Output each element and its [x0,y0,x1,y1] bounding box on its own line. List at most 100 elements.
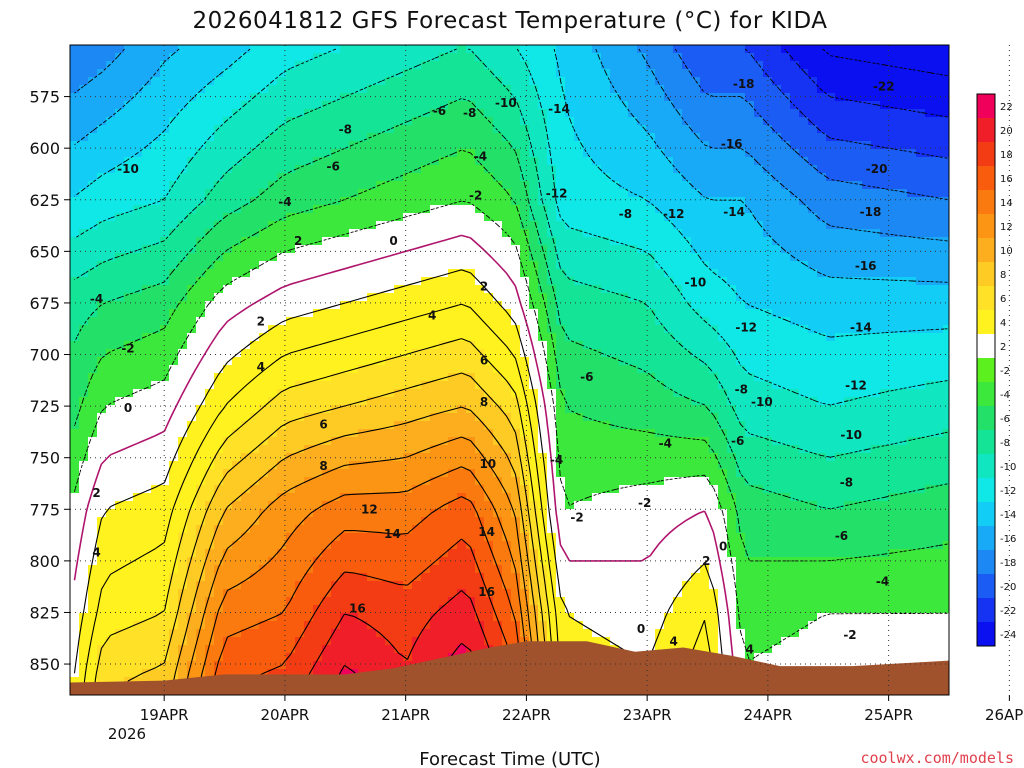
temperature-cell [223,77,233,86]
temperature-cell [331,445,341,454]
temperature-cell [475,45,485,54]
temperature-cell [502,525,512,534]
temperature-cell [574,149,584,158]
temperature-cell [385,501,395,510]
temperature-cell [106,629,116,638]
temperature-cell [466,197,476,206]
temperature-cell [232,93,242,102]
temperature-cell [223,293,233,302]
temperature-cell [106,269,116,278]
temperature-cell [439,85,449,94]
temperature-cell [358,509,368,518]
temperature-cell [502,541,512,550]
temperature-cell [565,397,575,406]
temperature-cell [70,157,80,166]
temperature-cell [385,237,395,246]
temperature-cell [340,597,350,606]
temperature-cell [394,309,404,318]
temperature-cell [457,77,467,86]
temperature-cell [196,565,206,574]
temperature-cell [394,397,404,406]
temperature-cell [574,437,584,446]
temperature-cell [241,645,251,654]
temperature-cell [88,237,98,246]
temperature-cell [133,485,143,494]
temperature-cell [583,629,593,638]
temperature-cell [106,605,116,614]
temperature-cell [70,181,80,190]
temperature-cell [349,45,359,54]
temperature-cell [439,285,449,294]
temperature-cell [250,429,260,438]
temperature-cell [214,309,224,318]
temperature-cell [88,437,98,446]
temperature-cell [241,317,251,326]
temperature-cell [241,517,251,526]
temperature-cell [268,437,278,446]
temperature-cell [151,133,161,142]
temperature-cell [142,581,152,590]
temperature-cell [538,173,548,182]
temperature-cell [385,493,395,502]
temperature-cell [277,277,287,286]
temperature-cell [358,645,368,654]
temperature-cell [97,301,107,310]
temperature-cell [88,317,98,326]
temperature-cell [574,597,584,606]
temperature-cell [475,485,485,494]
temperature-cell [79,493,89,502]
temperature-cell [331,421,341,430]
temperature-cell [385,429,395,438]
temperature-cell [376,277,386,286]
temperature-cell [250,205,260,214]
temperature-cell [268,117,278,126]
temperature-cell [466,53,476,62]
temperature-cell [79,501,89,510]
temperature-cell [205,277,215,286]
temperature-cell [574,349,584,358]
temperature-cell [565,45,575,54]
temperature-cell [115,237,125,246]
temperature-cell [466,605,476,614]
temperature-cell [142,117,152,126]
temperature-cell [232,221,242,230]
temperature-cell [79,357,89,366]
temperature-cell [547,237,557,246]
temperature-cell [430,85,440,94]
temperature-cell [385,365,395,374]
temperature-cell [502,605,512,614]
temperature-cell [484,53,494,62]
temperature-cell [313,309,323,318]
temperature-cell [250,605,260,614]
temperature-cell [367,341,377,350]
temperature-cell [475,133,485,142]
temperature-cell [385,157,395,166]
temperature-cell [259,389,269,398]
temperature-cell [268,293,278,302]
temperature-cell [331,197,341,206]
temperature-cell [322,565,332,574]
temperature-cell [574,549,584,558]
temperature-cell [70,549,80,558]
temperature-cell [313,133,323,142]
temperature-cell [394,637,404,646]
temperature-cell [529,605,539,614]
temperature-cell [439,61,449,70]
temperature-cell [313,261,323,270]
temperature-cell [403,405,413,414]
temperature-cell [178,93,188,102]
temperature-cell [529,165,539,174]
temperature-cell [70,557,80,566]
temperature-cell [457,133,467,142]
temperature-cell [421,45,431,54]
temperature-cell [106,477,116,486]
temperature-cell [124,197,134,206]
temperature-cell [340,581,350,590]
temperature-cell [295,421,305,430]
temperature-cell [304,557,314,566]
temperature-cell [493,445,503,454]
temperature-cell [70,645,80,654]
temperature-cell [475,205,485,214]
temperature-cell [493,165,503,174]
temperature-cell [79,165,89,174]
